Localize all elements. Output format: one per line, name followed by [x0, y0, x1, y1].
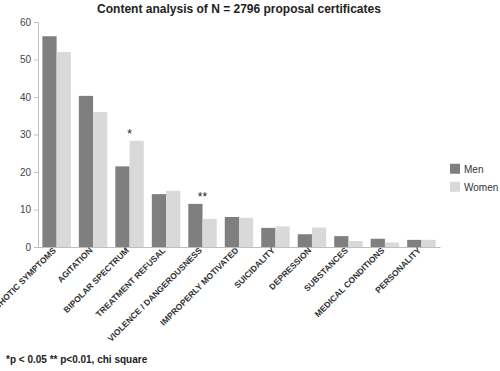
annotation: ** — [198, 190, 208, 204]
note: *p < 0.05 ** p<0.01, chi square — [6, 354, 148, 365]
y-tick-mark — [34, 97, 38, 98]
y-tick-label: 10 — [20, 204, 32, 215]
bars — [42, 36, 435, 247]
y-tick-mark — [34, 60, 38, 61]
bar — [261, 228, 275, 247]
y-tick: 0 — [25, 242, 38, 253]
y-tick-mark — [34, 247, 38, 248]
bar — [115, 166, 129, 247]
y-tick: 30 — [20, 129, 38, 140]
bar — [79, 96, 93, 247]
x-tick: PERSONALITY — [373, 245, 423, 295]
y-tick: 20 — [20, 167, 38, 178]
bar — [130, 141, 144, 247]
x-tick-label: IMPROPERLY MOTIVATED — [158, 245, 240, 327]
bar — [275, 226, 289, 247]
bar — [188, 204, 202, 247]
title: Content analysis of N = 2796 proposal ce… — [97, 2, 381, 16]
x-tick: IMPROPERLY MOTIVATED — [158, 245, 240, 327]
x-tick-label: BIPOLAR SPECTRUM — [61, 245, 131, 315]
y-tick-mark — [34, 210, 38, 211]
x-tick: MEDICAL CONDITIONS — [313, 245, 387, 319]
legend: Men Women — [450, 164, 498, 193]
y-tick-label: 50 — [20, 54, 32, 65]
y-tick-label: 60 — [20, 17, 32, 28]
legend-swatch — [450, 164, 460, 174]
annotation: * — [127, 127, 132, 141]
y-tick-mark — [34, 135, 38, 136]
legend-label: Women — [464, 182, 498, 193]
x-tick: BIPOLAR SPECTRUM — [61, 245, 131, 315]
x-tick-label: TREATMENT REFUSAL — [94, 245, 168, 319]
bar — [225, 217, 239, 247]
y-tick: 10 — [20, 204, 38, 215]
x-tick: TREATMENT REFUSAL — [94, 245, 168, 319]
bar — [239, 218, 253, 247]
y-tick-mark — [34, 172, 38, 173]
bar — [312, 228, 326, 248]
bar — [152, 194, 166, 247]
y-tick: 60 — [20, 17, 38, 28]
legend-item: Women — [450, 182, 498, 193]
y-tick-label: 20 — [20, 167, 32, 178]
x-tick-label: AGITATION — [55, 245, 94, 284]
bar — [421, 240, 435, 247]
bar — [42, 36, 56, 247]
bar — [298, 234, 312, 247]
bar — [93, 112, 107, 247]
bar — [57, 52, 71, 247]
y-tick: 40 — [20, 92, 38, 103]
y-tick-label: 40 — [20, 92, 32, 103]
chart: 0 10 20 30 40 50 60 PSYCHOTIC SYMPTOMSAGITATION… — [0, 0, 500, 371]
bar — [166, 191, 180, 247]
x-tick: AGITATION — [55, 245, 94, 284]
bar — [203, 219, 217, 247]
bar — [385, 243, 399, 248]
y-axis-line — [34, 23, 39, 248]
x-axis: PSYCHOTIC SYMPTOMSAGITATIONBIPOLAR SPECT… — [0, 245, 441, 343]
legend-label: Men — [464, 164, 483, 175]
plot: 0 10 20 30 40 50 60 PSYCHOTIC SYMPTOMSAGITATION… — [0, 17, 441, 344]
legend-item: Men — [450, 164, 483, 175]
x-tick-label: PSYCHOTIC SYMPTOMS — [0, 245, 58, 323]
x-tick: PSYCHOTIC SYMPTOMS — [0, 245, 58, 323]
legend-swatch — [450, 182, 460, 192]
y-tick-label: 0 — [25, 242, 31, 253]
y-axis: 0 10 20 30 40 50 60 — [20, 17, 39, 253]
bar — [334, 236, 348, 247]
x-tick-label: PERSONALITY — [373, 245, 423, 295]
y-tick-label: 30 — [20, 129, 32, 140]
bar — [348, 241, 362, 247]
y-tick: 50 — [20, 54, 38, 65]
y-tick-mark — [34, 22, 38, 23]
x-tick-label: MEDICAL CONDITIONS — [313, 245, 387, 319]
